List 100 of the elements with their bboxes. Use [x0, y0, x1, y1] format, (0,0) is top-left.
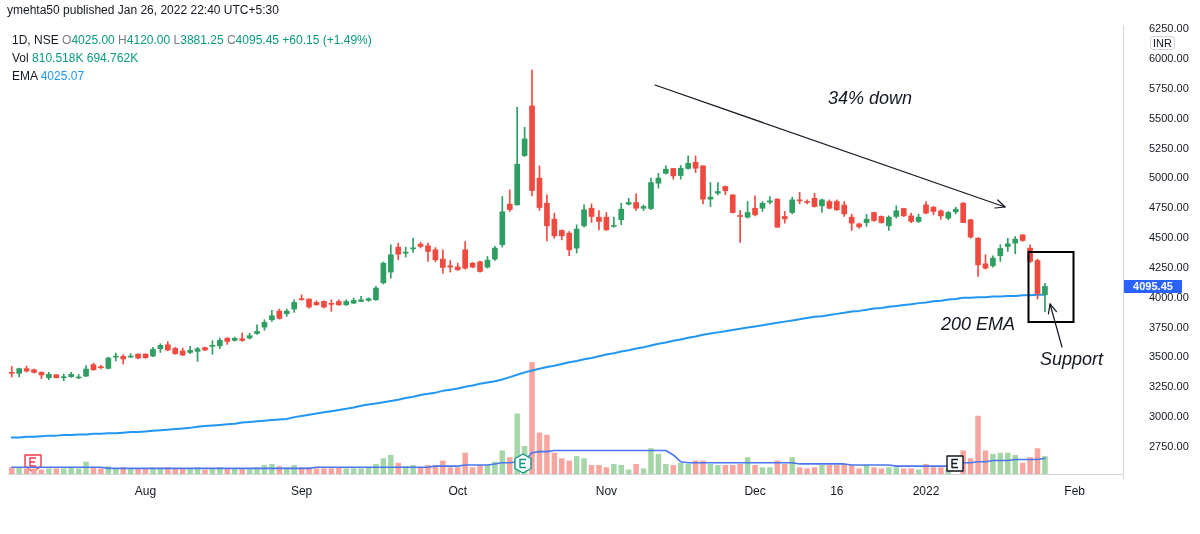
y-tick-label: 5500.00 — [1149, 111, 1189, 124]
bar — [328, 468, 335, 474]
candlestick — [737, 210, 744, 243]
bar — [202, 469, 208, 474]
bar — [886, 467, 892, 474]
bar — [752, 465, 758, 474]
bar — [990, 453, 996, 474]
candlestick — [767, 196, 773, 205]
bar — [618, 465, 624, 474]
bar — [819, 465, 825, 474]
bar — [663, 463, 669, 474]
bar — [826, 465, 833, 474]
y-tick-label: 5750.00 — [1149, 81, 1189, 94]
bar — [707, 463, 714, 474]
annotation: 34% down — [828, 88, 913, 110]
bar — [834, 465, 840, 474]
text: 1D, NSE — [12, 33, 59, 47]
bar — [900, 468, 907, 474]
candlestick — [596, 210, 602, 231]
annotation: Vol 810.518K 694.762K — [12, 51, 139, 65]
bar — [343, 468, 349, 474]
bar — [722, 465, 729, 474]
bar — [596, 465, 602, 474]
y-tick-label: 3750.00 — [1149, 320, 1189, 333]
bar — [544, 434, 550, 474]
candlestick — [254, 324, 260, 335]
bar — [767, 467, 773, 474]
y-tick-label: 4500.00 — [1149, 231, 1189, 244]
y-tick-label: 5250.00 — [1149, 141, 1189, 154]
bar — [633, 463, 639, 474]
bar — [31, 468, 37, 474]
y-tick-label: 3500.00 — [1149, 350, 1189, 363]
bar — [655, 453, 662, 474]
text: ymehta50 published Jan 26, 2022 22:40 UTC+5:30 — [7, 3, 279, 18]
bar — [908, 468, 914, 474]
bar — [856, 468, 862, 474]
bar — [98, 468, 104, 474]
bar — [930, 467, 937, 474]
bar — [603, 467, 610, 474]
y-tick-label: 4250.00 — [1149, 260, 1189, 273]
x-tick-label: Aug — [134, 483, 157, 498]
x-tick-label: Sep — [290, 483, 313, 498]
bar — [938, 467, 944, 474]
bar — [75, 468, 82, 474]
bar — [447, 467, 454, 474]
bar — [782, 463, 788, 474]
y-tick-label: 3000.00 — [1149, 410, 1189, 423]
bar — [715, 465, 721, 474]
bar — [648, 448, 654, 474]
candlestick — [410, 237, 416, 253]
bar — [1027, 457, 1033, 474]
bar — [462, 452, 468, 474]
bar — [871, 467, 877, 474]
bar — [759, 467, 766, 474]
y-tick-label: 6000.00 — [1149, 52, 1189, 65]
y-tick-label: 3250.00 — [1149, 380, 1189, 393]
text: 4095.45 — [1124, 279, 1182, 293]
x-tick-label: 16 — [830, 483, 844, 498]
bar — [893, 467, 900, 474]
bar — [469, 467, 476, 474]
bar — [640, 468, 647, 474]
y-axis-title: INR — [1150, 36, 1175, 50]
bar — [581, 458, 587, 474]
text: O4025.00 H4120.00 L3881.25 C4095.45 +60.15 (+1.49%) — [62, 33, 372, 48]
y-tick-label: 4000.00 — [1149, 290, 1189, 303]
bar — [53, 468, 60, 474]
bar — [358, 468, 364, 474]
bar — [573, 456, 580, 474]
y-tick-label: 6250.00 — [1149, 22, 1189, 35]
annotation: EMA 4025.07 — [12, 69, 85, 83]
annotation: Support — [1040, 349, 1104, 371]
bar — [670, 465, 677, 474]
annotation: 200 EMA — [941, 314, 1016, 336]
bar — [454, 467, 461, 474]
bar — [313, 468, 320, 474]
bar — [878, 468, 885, 474]
bar — [811, 467, 818, 474]
candlestick — [8, 366, 15, 378]
x-tick-label: Oct — [448, 483, 468, 498]
bar — [551, 452, 558, 474]
bar — [804, 468, 810, 474]
bar — [321, 468, 327, 474]
x-tick-label: Dec — [744, 483, 766, 498]
y-tick-label: 4750.00 — [1149, 201, 1189, 214]
candlestick — [715, 182, 721, 196]
bar — [611, 463, 617, 474]
x-tick-label: Nov — [595, 483, 618, 498]
bar — [350, 468, 357, 474]
candlestick — [1012, 236, 1019, 255]
bar — [796, 467, 803, 474]
candlestick — [610, 216, 617, 228]
bar — [588, 465, 595, 474]
y-tick-label: 5000.00 — [1149, 171, 1189, 184]
bar — [975, 415, 981, 474]
bar — [1042, 456, 1048, 474]
bar — [685, 463, 691, 474]
y-tick-label: 2750.00 — [1149, 440, 1189, 452]
bar — [46, 468, 52, 474]
bar — [388, 454, 394, 474]
bar — [23, 468, 30, 474]
